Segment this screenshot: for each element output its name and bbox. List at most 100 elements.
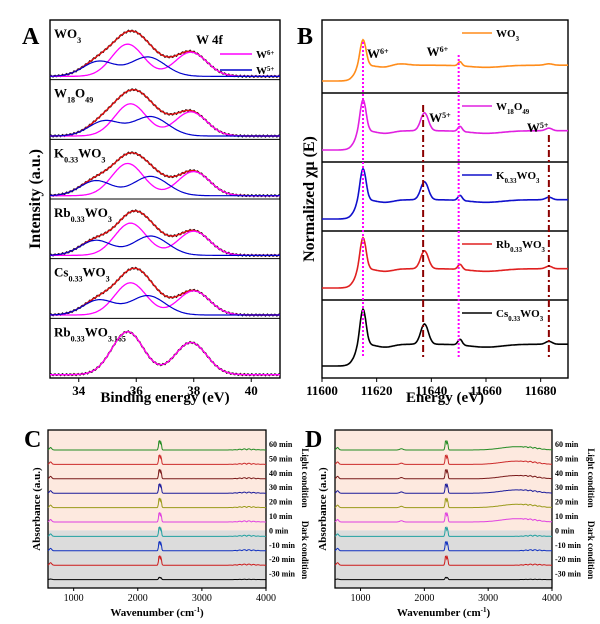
time-label: -30 min [555,570,582,579]
xps-w6-component [50,43,280,78]
ftir-curve [47,555,266,566]
formula-part: 3 [108,215,112,224]
time-label: -20 min [269,555,296,564]
peak-annotation: W6+ [367,46,389,61]
xanes-curve [322,167,568,220]
time-label: 10 min [555,512,579,521]
formula-part: WO [520,308,540,320]
y-axis-label: Intensity (a.u.) [27,149,44,249]
sample-label: W18O49 [54,86,93,105]
unit-close: ) [487,607,491,619]
ion-charge: 6+ [267,50,274,57]
xps-w5-component [49,56,280,77]
formula-part: WO [83,265,106,280]
x-tick-label: 34 [72,383,86,398]
x-axis-label: Energy (eV) [406,390,484,406]
formula-part: Rb [54,324,71,339]
ftir-curve [334,454,552,465]
time-label: 30 min [269,483,293,492]
time-label: 40 min [269,469,293,478]
formula-part: W [496,101,507,113]
ion-symbol: W [256,49,267,61]
time-label: 20 min [555,498,579,507]
peak-annotation: W5+ [429,110,451,125]
condition-label-dark: Dark condition [300,521,310,579]
ftir-curve [334,576,552,581]
panel-c-ftir: 60 min 50 min 40 min 30 min 20 min 10 min 0 mi… [31,429,310,619]
formula-part: Cs [54,265,68,280]
x-tick-label: 11660 [470,383,502,398]
formula-part: 3 [106,274,110,283]
panel-label-b: B [297,24,313,50]
ion-charge: 6+ [440,45,449,54]
formula-part: 3 [77,36,81,45]
peak-annotation: W5+ [527,120,549,135]
formula-part: 0.33 [508,316,521,323]
xps-w6-component [50,331,280,376]
time-label: 20 min [269,498,293,507]
legend-label: K0.33WO3 [496,170,540,185]
x-axis-label: Wavenumber (cm-1) [397,606,491,619]
plot-frame [47,429,267,589]
unit-exponent: -1 [481,606,487,614]
time-label: 40 min [555,469,579,478]
ion-symbol: W [367,46,380,61]
ftir-curve [47,483,266,494]
x-tick-label: 1000 [64,593,84,604]
x-tick-label: 4000 [256,593,276,604]
ion-charge: 6+ [380,47,389,56]
legend-label: WO3 [496,28,520,43]
x-tick-label: 2000 [414,593,434,604]
time-label: 50 min [555,454,579,463]
formula-part: 3 [536,178,540,185]
dark-condition-band [48,530,266,588]
formula-part: Cs [496,308,509,320]
formula-part: 0.33 [71,334,85,343]
y-axis-label: Absorbance (a.u.) [31,467,43,551]
y-axis-label: Normalized χμ (E) [301,136,318,262]
x-tick-label: 2000 [128,593,148,604]
time-label: 60 min [555,440,579,449]
formula-part: 3 [101,155,105,164]
formula-part: 3 [516,36,520,43]
ion-symbol: W [527,120,540,135]
ftir-curve [47,440,266,451]
formula-part: 3.165 [108,334,126,343]
formula-part: Rb [496,239,510,251]
ftir-curve [47,540,266,552]
ion-charge: 5+ [540,121,549,130]
ftir-curve [47,512,266,523]
y-axis-label: Absorbance (a.u.) [317,467,329,551]
ion-charge: 5+ [267,66,274,73]
ftir-curve [47,526,266,537]
formula-part: WO [522,239,542,251]
formula-part: WO [54,26,77,41]
xps-w5-component [49,235,280,256]
x-tick-label: 1000 [351,593,371,604]
x-tick-label: 36 [130,383,144,398]
ftir-curve [334,512,552,523]
ion-symbol: W [427,44,440,59]
formula-part: 0.33 [68,274,82,283]
ftir-curve [47,454,266,465]
xps-w5-component [49,175,280,197]
time-label: 0 min [555,526,575,535]
ion-symbol: W [256,65,267,77]
xps-w5-component [50,115,280,137]
formula-part: 49 [85,95,93,104]
time-label: 10 min [269,512,293,521]
formula-part: 3 [540,316,544,323]
ftir-curve [47,576,266,581]
formula-part: 0.33 [510,247,523,254]
xps-w6-component [50,162,280,197]
formula-part: 0.33 [505,178,518,185]
sample-label: Rb0.33WO3 [54,205,112,224]
panel-d-ftir: 60 min 50 min 40 min 30 min 20 min 10 min 0 mi… [317,429,596,619]
sample-label: WO3 [54,26,81,45]
sample-label: K0.33WO3 [54,145,105,164]
ftir-curve [47,497,266,509]
time-label: -20 min [555,555,582,564]
time-label: 30 min [555,483,579,492]
